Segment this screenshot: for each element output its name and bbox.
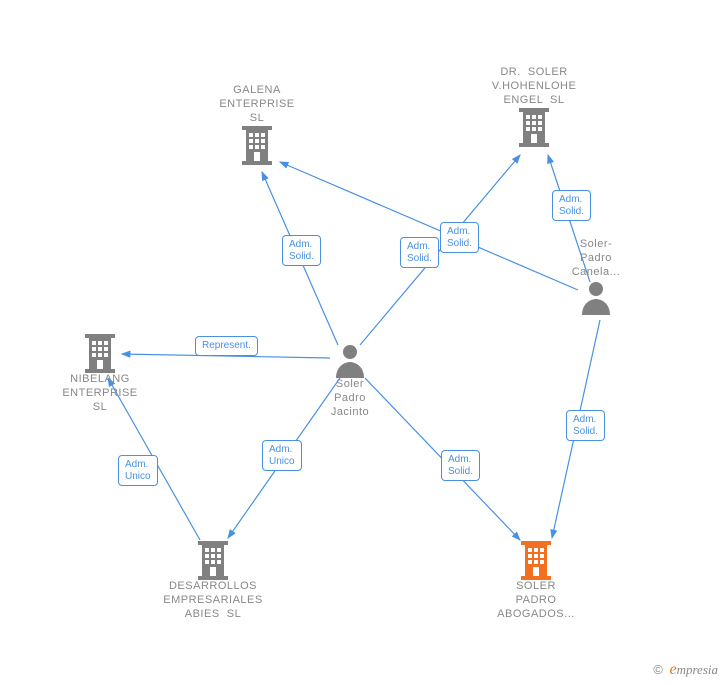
building-icon [153,540,273,580]
brand-first-letter: e [669,661,676,678]
edge-label-jacinto-nibelang: Represent. [195,336,258,356]
edge-label-jacinto-abogados: Adm. Solid. [441,450,480,481]
edge-label-jacinto-drsoler: Adm. Solid. [400,237,439,268]
edge-label-jacinto-abies: Adm. Unico [262,440,302,471]
edge-label-canela-galena: Adm. Solid. [440,222,479,253]
person-icon [290,342,410,378]
node-abies[interactable]: DESARROLLOS EMPRESARIALES ABIES SL [153,540,273,621]
edge-label-canela-abogados: Adm. Solid. [566,410,605,441]
node-label-galena: GALENA ENTERPRISE SL [197,84,317,125]
edge-label-canela-drsoler: Adm. Solid. [552,190,591,221]
node-nibelang[interactable]: NIBELANG ENTERPRISE SL [40,333,160,414]
node-canela[interactable]: Soler- Padro Canela... [536,238,656,315]
building-icon [197,125,317,165]
node-label-jacinto: Soler Padro Jacinto [290,378,410,419]
node-label-drsoler: DR. SOLER V.HOHENLOHE ENGEL SL [474,66,594,107]
node-drsoler[interactable]: DR. SOLER V.HOHENLOHE ENGEL SL [474,66,594,147]
node-label-nibelang: NIBELANG ENTERPRISE SL [40,373,160,414]
person-icon [536,279,656,315]
node-jacinto[interactable]: Soler Padro Jacinto [290,342,410,419]
node-label-abogados: SOLER PADRO ABOGADOS... [476,580,596,621]
edge-label-abies-nibelang: Adm. Unico [118,455,158,486]
building-icon [40,333,160,373]
building-icon [474,107,594,147]
node-label-canela: Soler- Padro Canela... [536,238,656,279]
brand-rest: mpresia [677,662,718,677]
edge-label-jacinto-galena: Adm. Solid. [282,235,321,266]
node-abogados[interactable]: SOLER PADRO ABOGADOS... [476,540,596,621]
node-galena[interactable]: GALENA ENTERPRISE SL [197,84,317,165]
edge-canela-galena [280,162,578,290]
footer-brand: © empresia [653,661,718,679]
node-label-abies: DESARROLLOS EMPRESARIALES ABIES SL [153,580,273,621]
building-icon [476,540,596,580]
copyright-symbol: © [653,662,663,677]
